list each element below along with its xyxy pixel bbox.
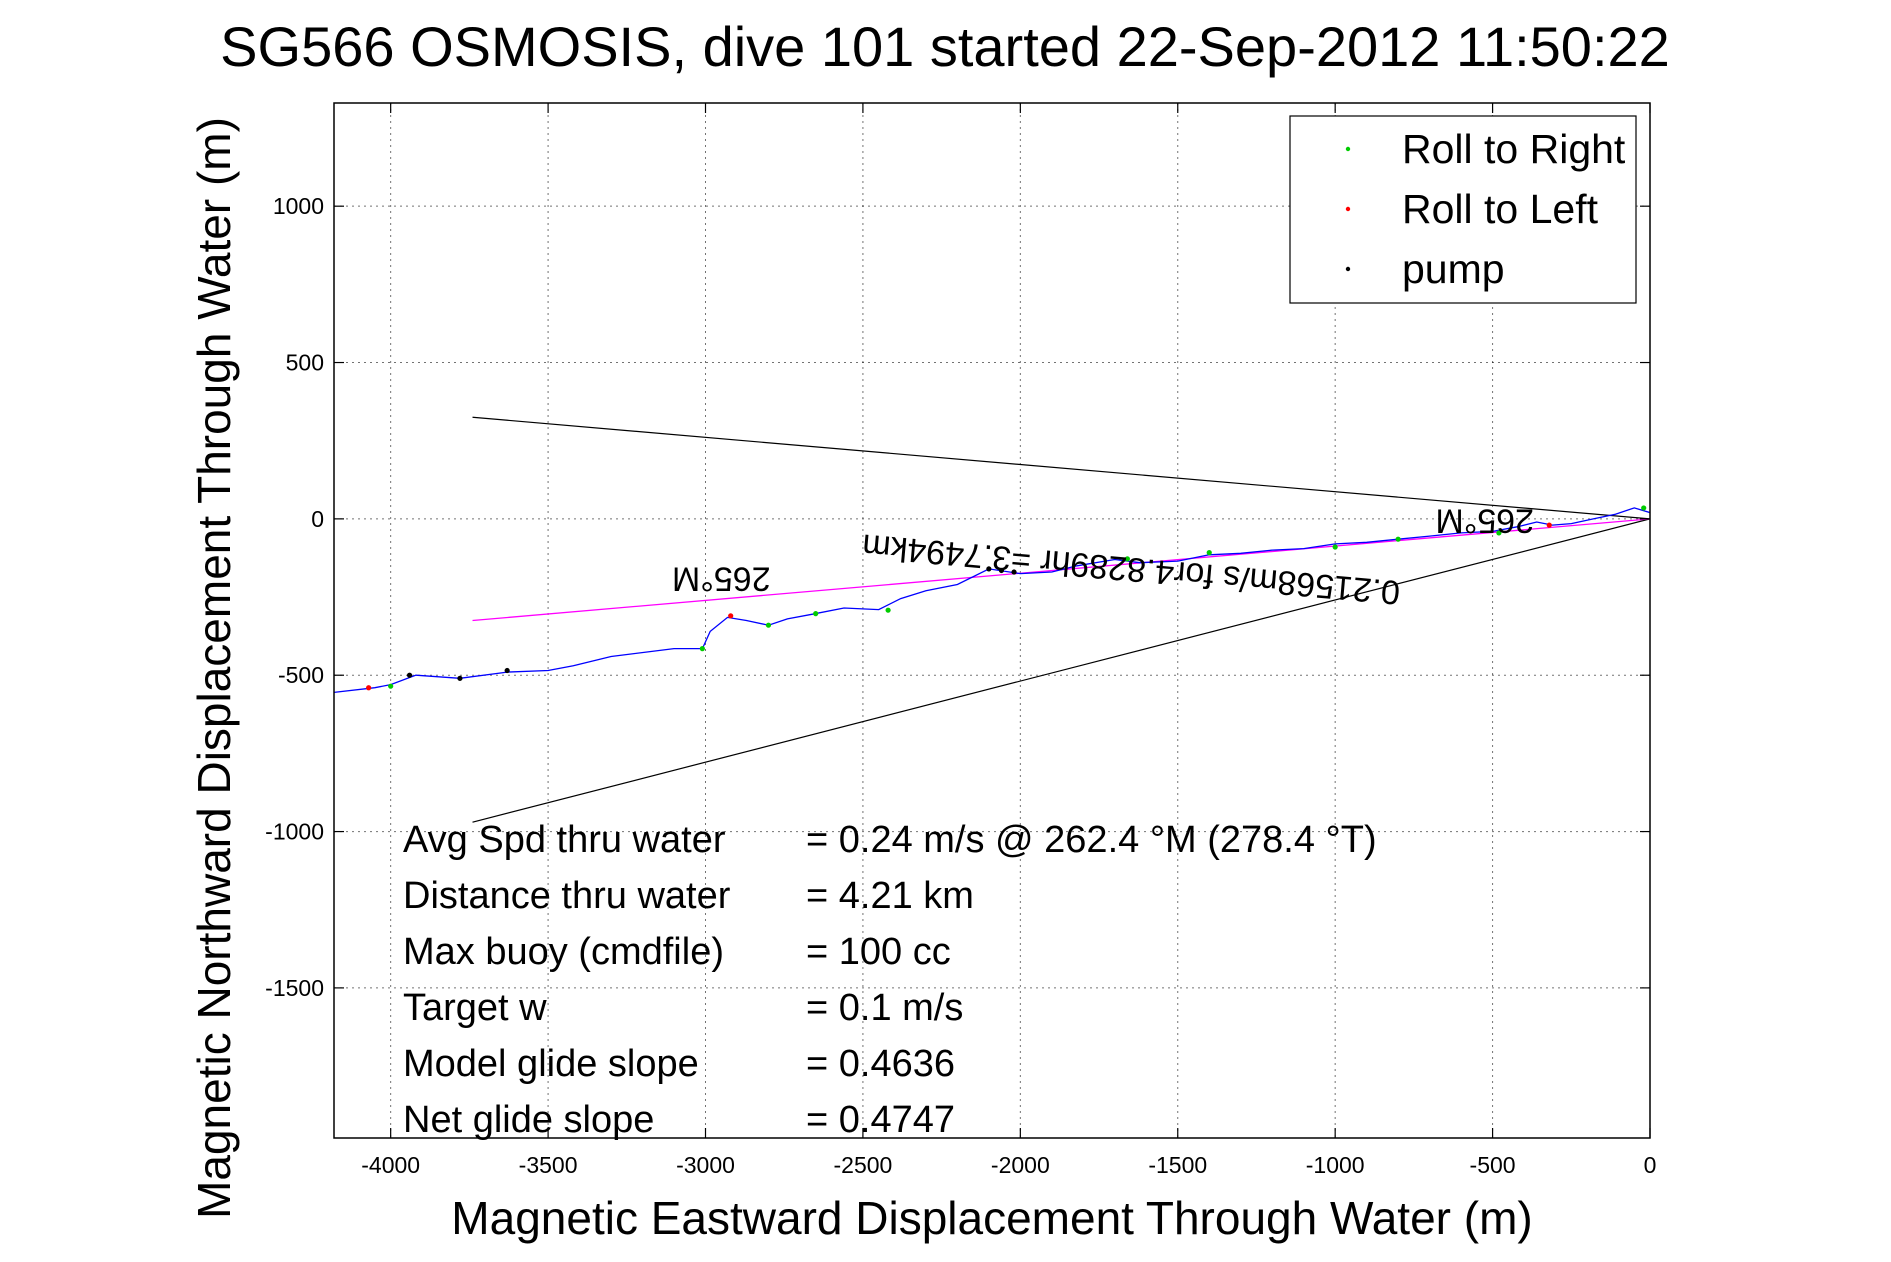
roll-left-point xyxy=(1546,522,1552,528)
pump-point xyxy=(406,672,413,678)
roll-left-point xyxy=(728,613,734,619)
legend-label: pump xyxy=(1402,246,1505,292)
x-tick-label: -1000 xyxy=(1306,1152,1365,1178)
roll-right-point xyxy=(813,611,819,617)
roll-right-point xyxy=(1332,544,1338,550)
chart-title: SG566 OSMOSIS, dive 101 started 22-Sep-2… xyxy=(220,15,1670,78)
roll-right-point xyxy=(1206,550,1212,556)
stat-label: Model glide slope xyxy=(403,1043,699,1085)
roll-right-point xyxy=(699,646,705,652)
roll-left-point xyxy=(366,685,372,691)
x-tick-label: -3500 xyxy=(519,1152,578,1178)
stat-value: = 0.1 m/s xyxy=(806,987,963,1029)
pump-point xyxy=(504,667,510,674)
x-tick-label: -4000 xyxy=(361,1152,420,1178)
roll-right-point xyxy=(885,607,891,613)
x-tick-label: -500 xyxy=(1470,1152,1516,1178)
legend-marker xyxy=(1345,266,1351,272)
pump-point xyxy=(986,566,992,572)
roll-right-point xyxy=(765,622,772,628)
stat-value: = 0.4636 xyxy=(806,1043,955,1085)
stat-label: Max buoy (cmdfile) xyxy=(403,931,724,973)
roll-right-point xyxy=(1124,556,1130,562)
track-line xyxy=(334,507,1650,694)
y-axis-label: Magnetic Northward Displacement Through … xyxy=(188,117,240,1219)
legend-marker xyxy=(1345,206,1351,212)
legend-marker xyxy=(1345,146,1351,152)
data-layer xyxy=(334,416,1650,823)
roll-right-point xyxy=(388,683,394,689)
y-tick-label: -1500 xyxy=(265,975,324,1001)
stat-label: Avg Spd thru water xyxy=(403,819,726,861)
stat-label: Distance thru water xyxy=(403,875,731,917)
stat-value: = 0.24 m/s @ 262.4 °M (278.4 °T) xyxy=(806,819,1377,861)
pump-point xyxy=(457,675,463,681)
annotation-0: 265°M xyxy=(672,559,771,597)
x-tick-label: -2500 xyxy=(834,1152,893,1178)
x-tick-label: -3000 xyxy=(676,1152,735,1178)
cone-line xyxy=(472,416,1650,520)
pump-point xyxy=(998,567,1005,574)
plot-frame xyxy=(333,102,1651,1139)
legend-label: Roll to Left xyxy=(1402,186,1599,232)
y-tick-label: -500 xyxy=(278,662,324,688)
stat-value: = 4.21 km xyxy=(806,875,974,917)
stat-label: Target w xyxy=(403,987,547,1029)
x-tick-label: 0 xyxy=(1644,1152,1657,1178)
y-tick-label: -1000 xyxy=(265,819,324,845)
roll-right-point xyxy=(1496,530,1502,536)
roll-right-point xyxy=(1641,505,1647,511)
annotation-1: 265°M xyxy=(1435,501,1534,539)
cone-line xyxy=(472,518,1650,823)
legend: Roll to Right Roll to Left pump xyxy=(1289,115,1637,304)
y-tick-label: 500 xyxy=(286,350,324,376)
stat-value: = 100 cc xyxy=(806,931,951,973)
y-tick-label: 0 xyxy=(311,506,324,532)
ticks: -4000 -3500 -3000 -2500 -2000 -1500 -1000 -500 0… xyxy=(265,103,1656,1178)
pump-point xyxy=(1011,569,1017,575)
x-tick-label: -2000 xyxy=(991,1152,1050,1178)
stat-label: Net glide slope xyxy=(403,1099,654,1141)
y-tick-label: 1000 xyxy=(273,193,324,219)
roll-right-point xyxy=(1395,536,1401,542)
legend-label: Roll to Right xyxy=(1402,126,1626,172)
x-tick-label: -1500 xyxy=(1148,1152,1207,1178)
stat-value: = 0.4747 xyxy=(806,1099,955,1141)
stats-block: Avg Spd thru water = 0.24 m/s @ 262.4 °M … xyxy=(403,819,1377,1141)
x-axis-label: Magnetic Eastward Displacement Through W… xyxy=(451,1192,1532,1244)
